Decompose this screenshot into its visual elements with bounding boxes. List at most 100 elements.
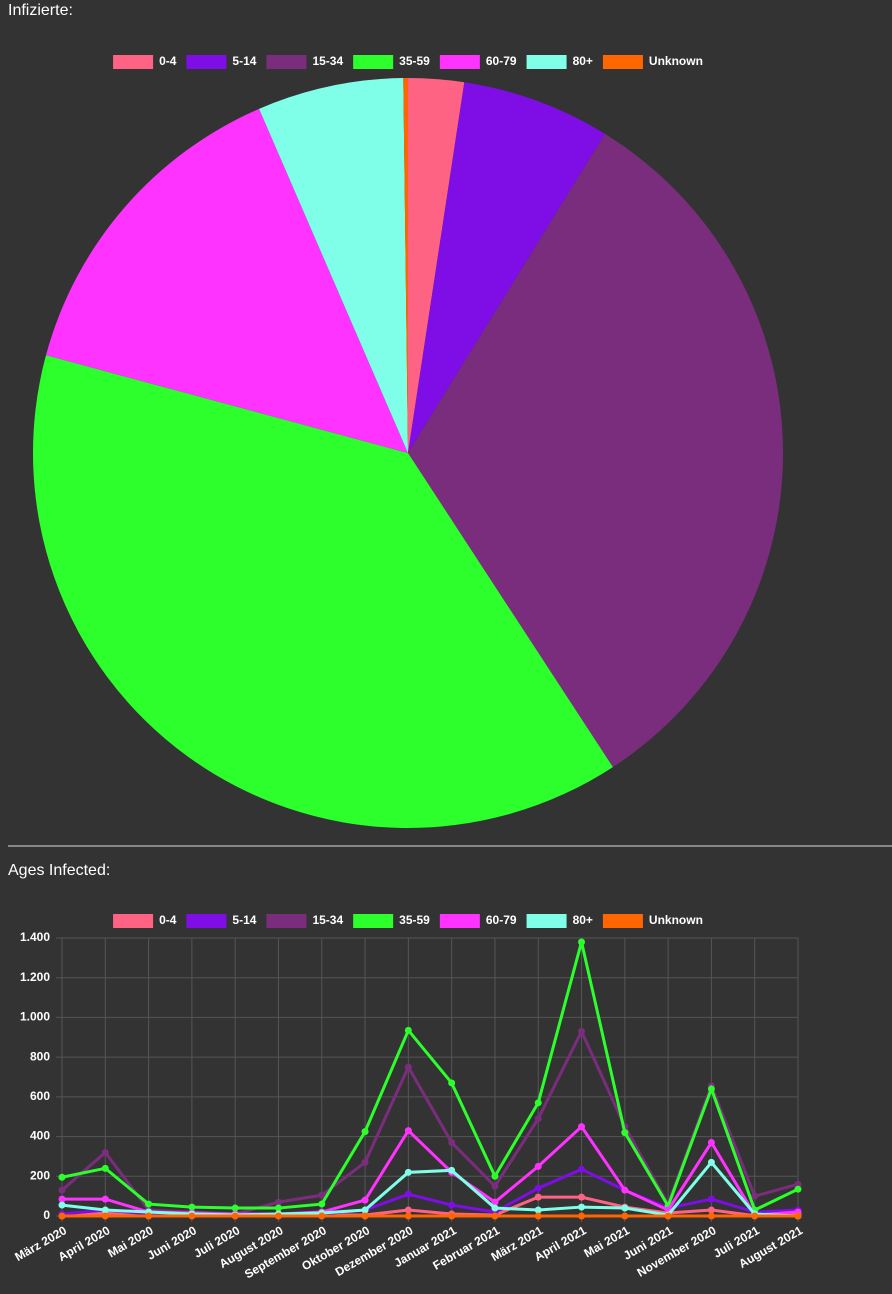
data-point: [707, 1085, 715, 1093]
data-point: [448, 1166, 456, 1174]
data-point: [361, 1128, 369, 1136]
data-point: [361, 1158, 369, 1166]
pie-slice: [408, 133, 783, 768]
legend-swatch: [602, 914, 643, 928]
data-point: [101, 1195, 109, 1203]
data-point: [58, 1186, 66, 1194]
y-tick-label: 200: [30, 1168, 50, 1182]
data-point: [578, 938, 586, 946]
legend-label: Unknown: [649, 913, 703, 927]
data-point: [404, 1026, 412, 1034]
legend-label: 35-59: [399, 54, 430, 68]
legend-swatch: [353, 55, 394, 69]
y-tick-label: 800: [30, 1049, 50, 1063]
legend-swatch: [186, 55, 227, 69]
data-point: [448, 1079, 456, 1087]
y-tick-label: 400: [30, 1129, 50, 1143]
legend-swatch: [266, 55, 307, 69]
legend-swatch: [439, 914, 480, 928]
data-point: [664, 1212, 672, 1220]
data-point: [491, 1172, 499, 1180]
legend: 0-4 5-14 15-34 35-59 60-79 80+ Unknown: [113, 913, 703, 928]
data-point: [231, 1204, 239, 1212]
legend-swatch: [602, 55, 643, 69]
data-point: [404, 1212, 412, 1220]
y-tick-label: 1.200: [20, 970, 50, 984]
data-point: [58, 1212, 66, 1220]
data-point: [101, 1206, 109, 1214]
pie-slice: [33, 355, 613, 828]
data-point: [361, 1206, 369, 1214]
data-point: [101, 1212, 109, 1220]
data-point: [404, 1206, 412, 1214]
data-point: [58, 1195, 66, 1203]
legend-swatch: [113, 914, 154, 928]
data-point: [621, 1212, 629, 1220]
data-point: [404, 1168, 412, 1176]
data-point: [404, 1190, 412, 1198]
legend-label: 0-4: [159, 54, 177, 68]
line-title: Ages Infected:: [8, 862, 110, 879]
data-point: [491, 1204, 499, 1212]
data-point: [101, 1164, 109, 1172]
legend-swatch: [439, 55, 480, 69]
data-point: [794, 1180, 802, 1188]
legend-swatch: [526, 55, 567, 69]
data-point: [534, 1184, 542, 1192]
data-point: [751, 1192, 759, 1200]
data-point: [534, 1212, 542, 1220]
data-point: [101, 1148, 109, 1156]
legend-label: 35-59: [399, 913, 430, 927]
data-point: [448, 1212, 456, 1220]
data-point: [145, 1200, 153, 1208]
data-point: [534, 1193, 542, 1201]
legend-swatch: [526, 914, 567, 928]
data-point: [794, 1185, 802, 1193]
series-line: [61, 1160, 799, 1218]
series-line: [61, 941, 799, 1213]
data-point: [318, 1191, 326, 1199]
legend-swatch: [113, 55, 154, 69]
data-point: [274, 1212, 282, 1220]
data-point: [578, 1027, 586, 1035]
data-point: [578, 1193, 586, 1201]
pie-slice: [403, 78, 408, 453]
legend-label: 5-14: [232, 54, 256, 68]
legend-label: 15-34: [312, 54, 343, 68]
data-point: [491, 1198, 499, 1206]
y-tick-label: 1.000: [20, 1010, 50, 1024]
y-tick-label: 1.400: [20, 930, 50, 944]
data-point: [578, 1165, 586, 1173]
data-point: [578, 1203, 586, 1211]
legend-label: 60-79: [486, 913, 517, 927]
data-point: [274, 1204, 282, 1212]
legend-label: 0-4: [159, 913, 177, 927]
legend-label: 5-14: [232, 913, 256, 927]
data-point: [707, 1139, 715, 1147]
data-point: [318, 1212, 326, 1220]
data-point: [794, 1212, 802, 1220]
data-point: [751, 1212, 759, 1220]
data-point: [534, 1115, 542, 1123]
data-point: [231, 1212, 239, 1220]
data-point: [621, 1204, 629, 1212]
pie-slice: [408, 78, 465, 453]
data-point: [448, 1201, 456, 1209]
data-point: [145, 1212, 153, 1220]
data-point: [707, 1206, 715, 1214]
legend: 0-4 5-14 15-34 35-59 60-79 80+ Unknown: [113, 54, 703, 69]
data-point: [534, 1162, 542, 1170]
legend-label: 60-79: [486, 54, 517, 68]
data-point: [58, 1173, 66, 1181]
data-point: [404, 1127, 412, 1135]
legend-swatch: [266, 914, 307, 928]
y-tick-label: 0: [43, 1208, 50, 1222]
pie-slice: [45, 108, 409, 454]
data-point: [534, 1206, 542, 1214]
data-point: [361, 1212, 369, 1220]
data-point: [448, 1139, 456, 1147]
data-point: [491, 1182, 499, 1190]
x-tick-label: Juni 2020: [145, 1223, 200, 1263]
